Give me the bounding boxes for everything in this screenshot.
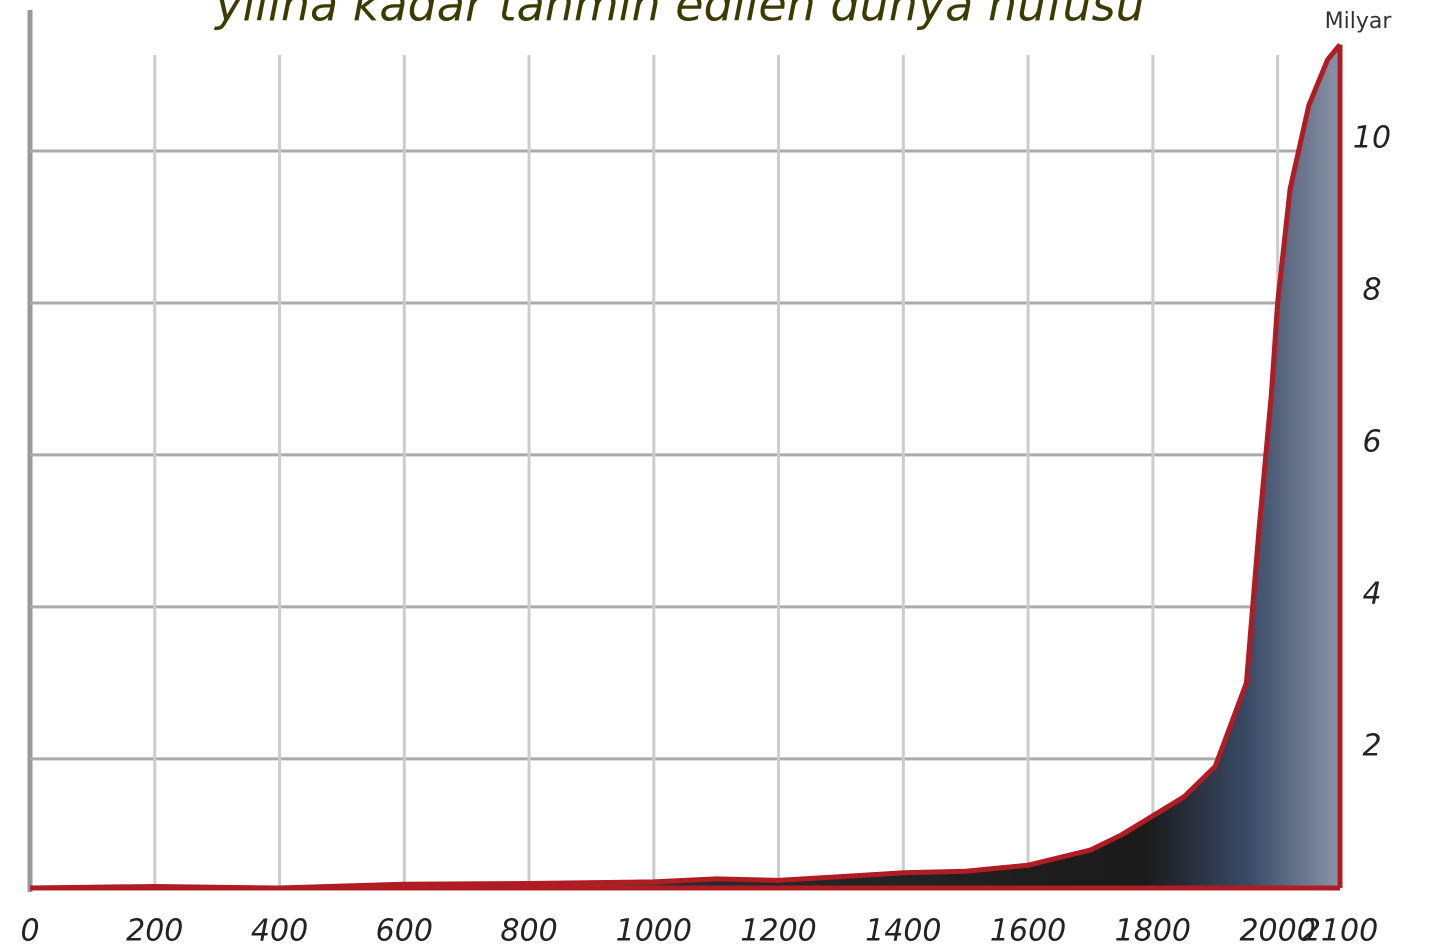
x-tick-label: 600 bbox=[376, 914, 433, 949]
x-tick-label: 1600 bbox=[990, 914, 1066, 949]
x-tick-label: 200 bbox=[126, 914, 183, 949]
chart-title: yılına kadar tahmin edilen dünya nüfusu bbox=[213, 0, 1144, 32]
x-tick-label: 1200 bbox=[740, 914, 816, 949]
area-line bbox=[30, 45, 1340, 888]
x-tick-label: 1400 bbox=[865, 914, 941, 949]
y-tick-label: 2 bbox=[1362, 728, 1381, 763]
y-unit: Milyar bbox=[1325, 9, 1393, 34]
y-tick-label: 8 bbox=[1362, 272, 1381, 307]
y-tick-label: 10 bbox=[1353, 120, 1391, 155]
x-tick-label: 400 bbox=[251, 914, 308, 949]
x-tick-label: 1800 bbox=[1115, 914, 1191, 949]
chart: yılına kadar tahmin edilen dünya nüfusu … bbox=[0, 0, 1431, 951]
x-tick-label: 2100 bbox=[1302, 914, 1378, 949]
area-fill bbox=[30, 45, 1340, 888]
y-tick-label: 6 bbox=[1362, 424, 1381, 459]
x-tick-label: 800 bbox=[500, 914, 557, 949]
x-tick-label: 0 bbox=[20, 914, 39, 949]
x-tick-label: 1000 bbox=[616, 914, 692, 949]
y-tick-label: 4 bbox=[1362, 576, 1381, 611]
